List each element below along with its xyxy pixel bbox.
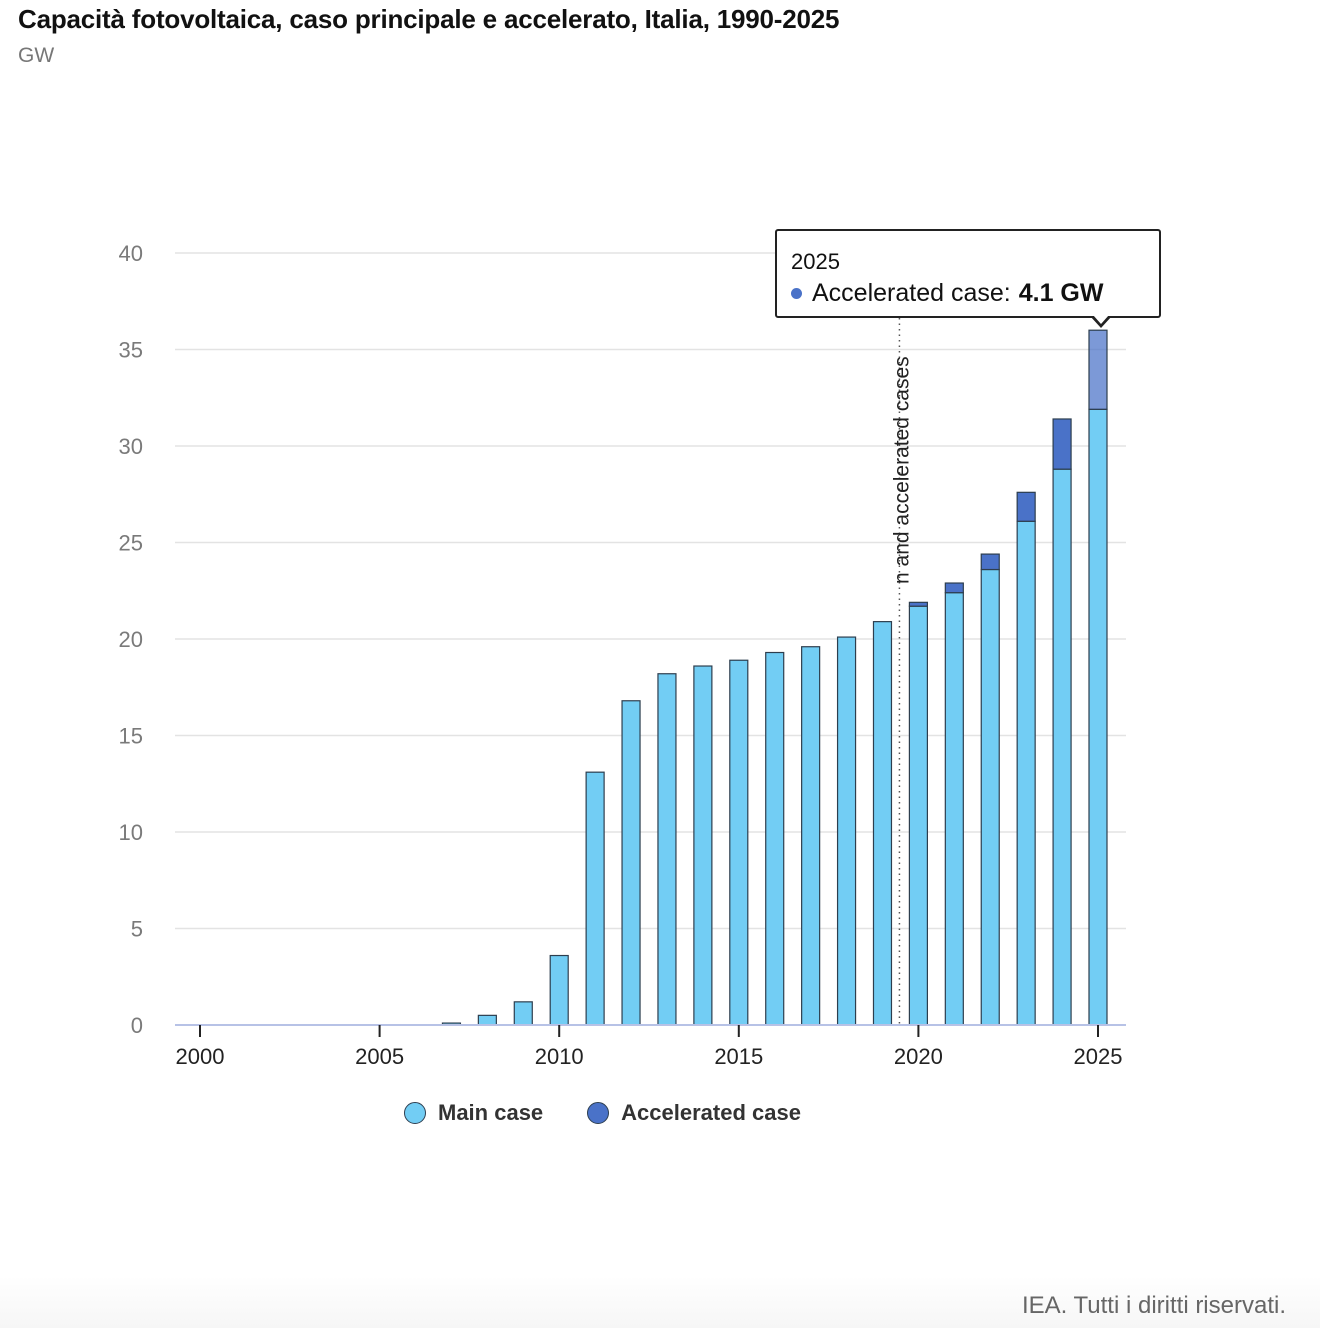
bar-main-case-2008[interactable]: [477, 1014, 497, 1026]
bar-accelerated-case-2024[interactable]: [1052, 418, 1072, 470]
bar-main-case-2024[interactable]: [1052, 468, 1072, 1026]
bar-main-case-2014[interactable]: [693, 665, 713, 1026]
bar-accelerated-case-2022[interactable]: [980, 553, 1000, 571]
legend-swatch-accelerated-case: [587, 1102, 610, 1124]
y-tick-label: 0: [131, 1013, 143, 1038]
legend-label-main-case: Main case: [438, 1100, 544, 1125]
y-tick-label: 35: [119, 338, 143, 363]
footer-bar: [0, 1276, 1320, 1328]
bar-main-case-2012[interactable]: [621, 700, 641, 1026]
bar-main-case-2009[interactable]: [513, 1001, 533, 1026]
bar-accelerated-case-2023[interactable]: [1016, 491, 1036, 522]
y-tick-label: 5: [131, 917, 143, 942]
x-tick-label: 2005: [355, 1044, 404, 1069]
bar-main-case-2013[interactable]: [657, 673, 677, 1026]
bar-main-case-2011[interactable]: [585, 771, 605, 1026]
bars-layer: [441, 329, 1108, 1026]
bar-accelerated-case-2021[interactable]: [944, 582, 964, 594]
y-axis-ticks: 0 5 10 15 20 25 30 35 40: [119, 241, 143, 1038]
bar-main-case-2022[interactable]: [980, 568, 1000, 1026]
x-tick-label: 2015: [714, 1044, 763, 1069]
legend-label-accelerated-case: Accelerated case: [621, 1100, 801, 1125]
bar-main-case-2015[interactable]: [729, 659, 749, 1026]
tooltip-series-dot-icon: [791, 288, 802, 299]
bar-main-case-2016[interactable]: [765, 651, 785, 1026]
bar-accelerated-case-2020[interactable]: [908, 601, 929, 607]
tooltip-value: 4.1 GW: [1018, 279, 1104, 307]
bar-main-case-2017[interactable]: [801, 646, 821, 1026]
x-tick-label: 2000: [176, 1044, 225, 1069]
x-tick-label: 2010: [535, 1044, 584, 1069]
bar-main-case-2010[interactable]: [549, 954, 569, 1026]
bar-main-case-2018[interactable]: [836, 636, 857, 1026]
bar-main-case-2020[interactable]: [908, 605, 929, 1026]
legend-item-accelerated-case[interactable]: Accelerated case: [587, 1100, 801, 1126]
legend-swatch-main-case: [404, 1102, 426, 1124]
tooltip-series-label: Accelerated case:: [812, 279, 1011, 307]
x-axis-ticks: 2000 2005 2010 2015 2020 2025: [176, 1025, 1123, 1069]
tooltip-pointer-fill: [1093, 315, 1109, 324]
bar-main-case-2019[interactable]: [872, 621, 893, 1026]
y-tick-label: 40: [119, 241, 143, 266]
y-tick-label: 10: [119, 820, 143, 845]
bar-accelerated-case-2025[interactable]: [1088, 329, 1108, 410]
tooltip-row: Accelerated case: 4.1 GW: [791, 279, 1145, 308]
bar-main-case-2023[interactable]: [1016, 520, 1036, 1026]
y-tick-label: 25: [119, 531, 143, 556]
annotation-label: n and accelerated cases: [890, 356, 913, 584]
tooltip: 2025 Accelerated case: 4.1 GW: [775, 229, 1161, 318]
footer-credit: IEA. Tutti i diritti riservati.: [1021, 1292, 1286, 1319]
annotation-layer: n and accelerated cases: [890, 318, 913, 1025]
x-tick-label: 2020: [894, 1044, 943, 1069]
tooltip-year: 2025: [791, 249, 840, 274]
bar-main-case-2021[interactable]: [944, 592, 964, 1026]
y-tick-label: 30: [119, 434, 143, 459]
bar-main-case-2025[interactable]: [1088, 408, 1108, 1026]
y-tick-label: 20: [119, 627, 143, 652]
legend-item-main-case[interactable]: Main case: [404, 1100, 543, 1126]
chart-unit: GW: [18, 44, 55, 67]
chart-title: Capacità fotovoltaica, caso principale e…: [18, 4, 840, 34]
legend: Main case Accelerated case: [404, 1100, 801, 1126]
y-tick-label: 15: [119, 724, 143, 749]
x-tick-label: 2025: [1074, 1044, 1123, 1069]
